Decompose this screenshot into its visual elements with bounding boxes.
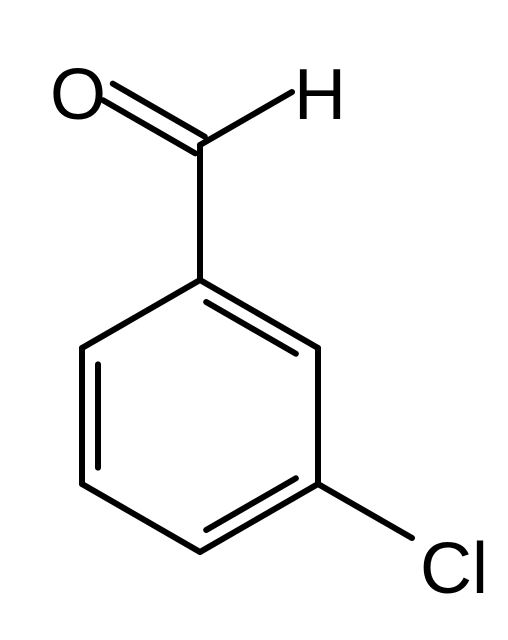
molecule-diagram: O H Cl	[0, 0, 508, 640]
hydrogen-label: H	[294, 55, 346, 135]
oxygen-label: O	[50, 55, 106, 135]
chlorine-label: Cl	[420, 529, 488, 609]
bonds-group	[82, 84, 412, 552]
